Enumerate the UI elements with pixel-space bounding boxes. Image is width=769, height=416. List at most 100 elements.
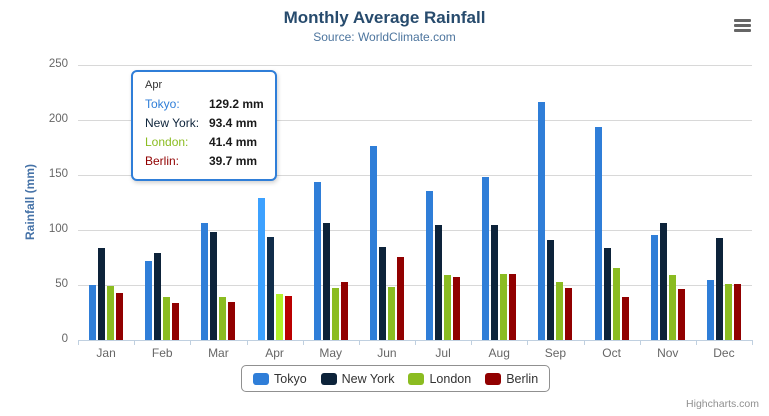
bar-new-york-sep[interactable]: [547, 239, 555, 340]
bar-group-may: [303, 65, 359, 340]
bar-london-may[interactable]: [331, 288, 339, 340]
x-axis-tick: [583, 340, 585, 345]
export-menu-button[interactable]: [728, 14, 756, 36]
hamburger-icon: [733, 23, 751, 27]
bar-new-york-jul[interactable]: [435, 224, 443, 340]
bar-new-york-feb[interactable]: [154, 253, 162, 340]
bar-group-jun: [359, 65, 415, 340]
bar-tokyo-nov[interactable]: [650, 234, 658, 340]
x-axis-tick: [302, 340, 304, 345]
y-axis-label: 50: [55, 278, 68, 290]
legend-label: Berlin: [506, 371, 539, 386]
bar-berlin-mar[interactable]: [228, 302, 236, 340]
bar-berlin-apr[interactable]: [284, 296, 292, 340]
tooltip-series-label: New York:: [145, 116, 200, 130]
hamburger-icon: [733, 28, 751, 32]
bar-group-apr: [247, 65, 303, 340]
bar-group-dec: [696, 65, 752, 340]
bar-tokyo-dec[interactable]: [706, 280, 714, 340]
series-swatch: [253, 372, 269, 385]
highcharts-credit-link[interactable]: Highcharts.com: [686, 398, 759, 410]
bar-new-york-nov[interactable]: [659, 222, 667, 340]
bar-london-apr[interactable]: [275, 294, 283, 340]
tooltip-row: Berlin: 39.7 mm: [145, 152, 263, 171]
bar-new-york-apr[interactable]: [266, 237, 274, 340]
gridline: [78, 285, 752, 286]
bar-new-york-dec[interactable]: [715, 238, 723, 340]
bar-tokyo-oct[interactable]: [594, 126, 602, 340]
bar-group-aug: [471, 65, 527, 340]
legend-item-new-york[interactable]: New York: [320, 371, 395, 386]
bar-group-jan: [78, 65, 134, 340]
x-axis-label: Oct: [602, 346, 621, 360]
bar-london-jan[interactable]: [107, 286, 115, 340]
x-axis-tick: [246, 340, 248, 345]
x-axis-tick: [190, 340, 192, 345]
bar-london-feb[interactable]: [163, 297, 171, 340]
x-axis-tick: [752, 340, 753, 345]
x-axis-label: Sep: [544, 346, 567, 360]
x-axis-tick: [695, 340, 697, 345]
bar-new-york-jun[interactable]: [378, 247, 386, 340]
bar-tokyo-apr[interactable]: [257, 197, 265, 340]
bar-tokyo-jul[interactable]: [426, 190, 434, 340]
bar-london-oct[interactable]: [612, 268, 620, 340]
tooltip-series-label: Tokyo:: [145, 97, 180, 111]
bar-london-jun[interactable]: [387, 286, 395, 340]
bar-new-york-may[interactable]: [322, 223, 330, 340]
legend-item-tokyo[interactable]: Tokyo: [253, 372, 307, 386]
bar-berlin-feb[interactable]: [172, 303, 180, 340]
bar-berlin-dec[interactable]: [733, 283, 741, 340]
y-axis-label: 150: [48, 168, 68, 180]
bar-tokyo-sep[interactable]: [538, 101, 546, 340]
bar-tokyo-jan[interactable]: [89, 285, 97, 340]
legend-item-london[interactable]: London: [408, 372, 471, 386]
bar-berlin-jan[interactable]: [116, 293, 124, 340]
bar-berlin-jun[interactable]: [396, 256, 404, 340]
bar-group-feb: [134, 65, 190, 340]
bar-london-nov[interactable]: [668, 274, 676, 340]
tooltip-series-label: Berlin:: [145, 154, 180, 168]
bar-london-dec[interactable]: [724, 283, 732, 340]
bar-london-aug[interactable]: [500, 274, 508, 340]
chart-subtitle: Source: WorldClimate.com: [313, 30, 456, 44]
bar-group-nov: [640, 65, 696, 340]
bar-berlin-jul[interactable]: [453, 276, 461, 340]
bar-tokyo-jun[interactable]: [369, 146, 377, 340]
tooltip-series-value: 39.7 mm: [209, 154, 258, 168]
bar-berlin-oct[interactable]: [621, 297, 629, 340]
x-axis-tick: [415, 340, 416, 345]
bar-berlin-nov[interactable]: [677, 288, 685, 340]
x-axis-label: Mar: [208, 346, 229, 360]
gridline: [78, 120, 752, 121]
bar-new-york-aug[interactable]: [491, 225, 499, 340]
x-axis-label: Jul: [435, 346, 451, 360]
y-axis-label: 250: [48, 58, 68, 70]
bar-berlin-sep[interactable]: [565, 287, 573, 340]
x-axis-label: Nov: [657, 346, 679, 360]
bar-london-jul[interactable]: [444, 275, 452, 340]
bar-new-york-oct[interactable]: [603, 248, 611, 340]
x-axis-label: Apr: [265, 346, 284, 360]
legend-label: New York: [341, 371, 395, 386]
legend-item-berlin[interactable]: Berlin: [485, 372, 538, 386]
legend-label: London: [429, 371, 472, 386]
bar-tokyo-aug[interactable]: [482, 176, 490, 340]
bar-tokyo-feb[interactable]: [145, 261, 153, 340]
y-axis-label: 0: [61, 333, 68, 345]
x-axis-label: Jun: [377, 346, 397, 360]
y-axis-label: 200: [48, 113, 68, 125]
bar-tokyo-mar[interactable]: [201, 222, 209, 340]
x-axis-tick: [471, 340, 473, 345]
bar-new-york-jan[interactable]: [98, 248, 106, 340]
x-axis-label: Aug: [488, 346, 510, 360]
bar-london-mar[interactable]: [219, 296, 227, 340]
bar-berlin-aug[interactable]: [509, 273, 517, 340]
chart-title: Monthly Average Rainfall: [283, 8, 486, 27]
bar-group-mar: [190, 65, 246, 340]
bar-berlin-may[interactable]: [340, 282, 348, 340]
bar-london-sep[interactable]: [556, 282, 564, 340]
bar-new-york-mar[interactable]: [210, 231, 218, 340]
x-axis-tick: [358, 340, 360, 345]
bar-tokyo-may[interactable]: [313, 181, 321, 340]
